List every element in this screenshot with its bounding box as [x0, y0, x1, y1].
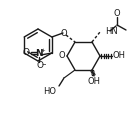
Text: O: O — [36, 61, 43, 70]
Text: N: N — [35, 50, 43, 59]
Text: OH: OH — [88, 76, 101, 85]
Text: −: − — [42, 61, 46, 67]
Text: HO: HO — [44, 88, 57, 97]
Text: +: + — [40, 47, 45, 52]
Text: O: O — [114, 9, 120, 18]
Text: O: O — [59, 52, 65, 60]
Polygon shape — [63, 70, 76, 78]
Text: O: O — [61, 29, 67, 38]
Text: HN: HN — [105, 27, 118, 36]
Text: OH: OH — [113, 52, 125, 60]
Text: O: O — [22, 48, 29, 57]
